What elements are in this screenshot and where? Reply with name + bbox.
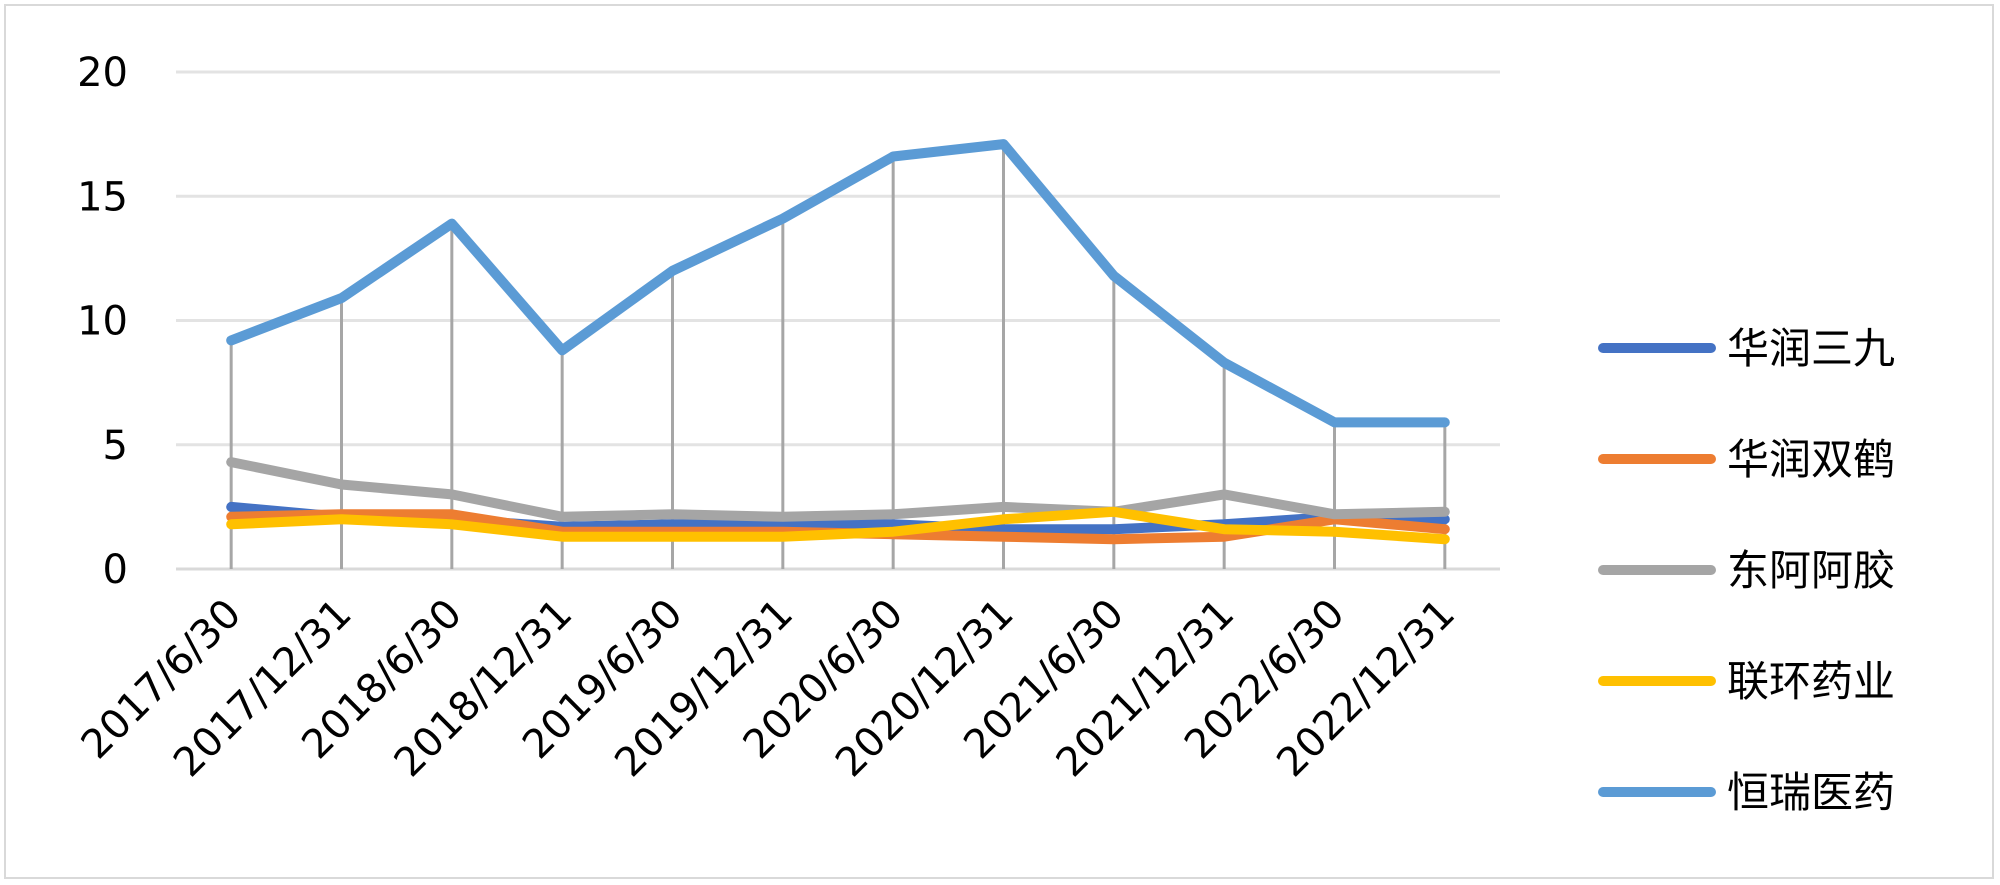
chart-area: 0 5 10 15 20 2017/6/30 2017/12/31 2018/6/30 201… [4,4,1994,879]
gridlines [176,70,1500,571]
series-line [226,139,1450,428]
series-line [226,457,1450,522]
x-axis-ticks: 2017/6/302017/12/312018/6/302018/12/3120… [73,591,1464,787]
y-tick-label: 5 [103,423,128,469]
legend-label: 恒瑞医药 [1727,768,1895,817]
legend-label: 华润三九 [1727,324,1895,373]
legend-label: 联环药业 [1727,657,1895,706]
drop-lines [229,144,1447,569]
legend-label: 华润双鹤 [1727,435,1895,484]
y-tick-label: 0 [103,547,128,593]
y-tick-label: 20 [77,50,128,96]
series-lines [226,139,1450,545]
y-tick-label: 10 [77,299,128,345]
y-axis-ticks: 0 5 10 15 20 [77,50,128,593]
series-line [226,506,1450,545]
legend-label: 东阿阿胶 [1727,546,1895,595]
y-tick-label: 15 [77,174,128,220]
line-chart: 0 5 10 15 20 2017/6/302017/12/312018/6/30201… [73,50,1895,817]
